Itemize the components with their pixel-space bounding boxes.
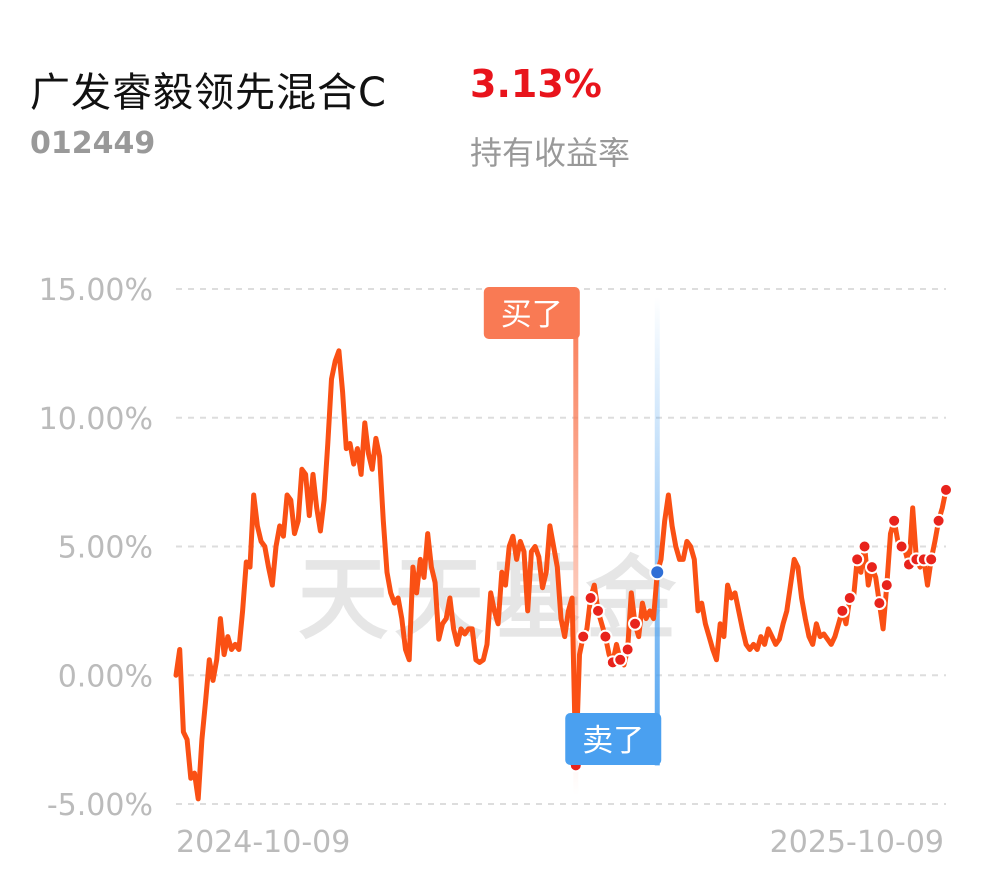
transaction-dot <box>924 552 939 567</box>
fund-name: 广发睿毅领先混合C <box>30 70 387 116</box>
buy-label-text: 买了 <box>501 297 563 333</box>
transaction-dot <box>628 616 643 631</box>
sell-label-text: 卖了 <box>582 723 644 759</box>
transaction-dot <box>842 591 857 605</box>
buy-marker-line <box>573 300 579 796</box>
y-tick-label: 0.00% <box>58 659 153 694</box>
transaction-dot <box>872 596 887 611</box>
transaction-dot <box>894 539 909 554</box>
sell-marker-line <box>654 297 660 766</box>
transaction-dot <box>576 629 591 644</box>
buy-label-group[interactable]: 买了 <box>483 287 580 339</box>
y-tick-label: 10.00% <box>39 402 153 437</box>
sell-label-box <box>565 713 662 765</box>
transaction-dot <box>857 539 872 554</box>
sell-label-group[interactable]: 卖了 <box>565 713 662 765</box>
transaction-dot <box>835 603 850 618</box>
return-series-line <box>173 348 949 802</box>
transaction-dot <box>864 560 879 575</box>
transaction-dot <box>620 642 635 657</box>
transaction-dot <box>879 578 894 593</box>
transaction-dot <box>850 552 865 567</box>
fund-code: 012449 <box>30 126 156 161</box>
transaction-dot <box>583 591 598 605</box>
x-label-start: 2024-10-09 <box>176 825 350 860</box>
holding-return-value: 3.13% <box>470 62 602 106</box>
buy-label-box <box>483 287 580 339</box>
transaction-dot <box>613 652 628 667</box>
transaction-dot <box>591 603 606 618</box>
transaction-dot <box>598 629 613 644</box>
transaction-dot <box>887 513 902 528</box>
sell-point-dot <box>649 564 666 581</box>
y-tick-label: 5.00% <box>58 531 153 566</box>
transaction-dot <box>939 482 953 497</box>
y-tick-label: 15.00% <box>39 273 153 308</box>
y-tick-label: -5.00% <box>47 788 153 823</box>
holding-return-label: 持有收益率 <box>470 134 631 172</box>
transaction-dot <box>931 513 946 528</box>
x-label-end: 2025-10-09 <box>770 825 944 860</box>
